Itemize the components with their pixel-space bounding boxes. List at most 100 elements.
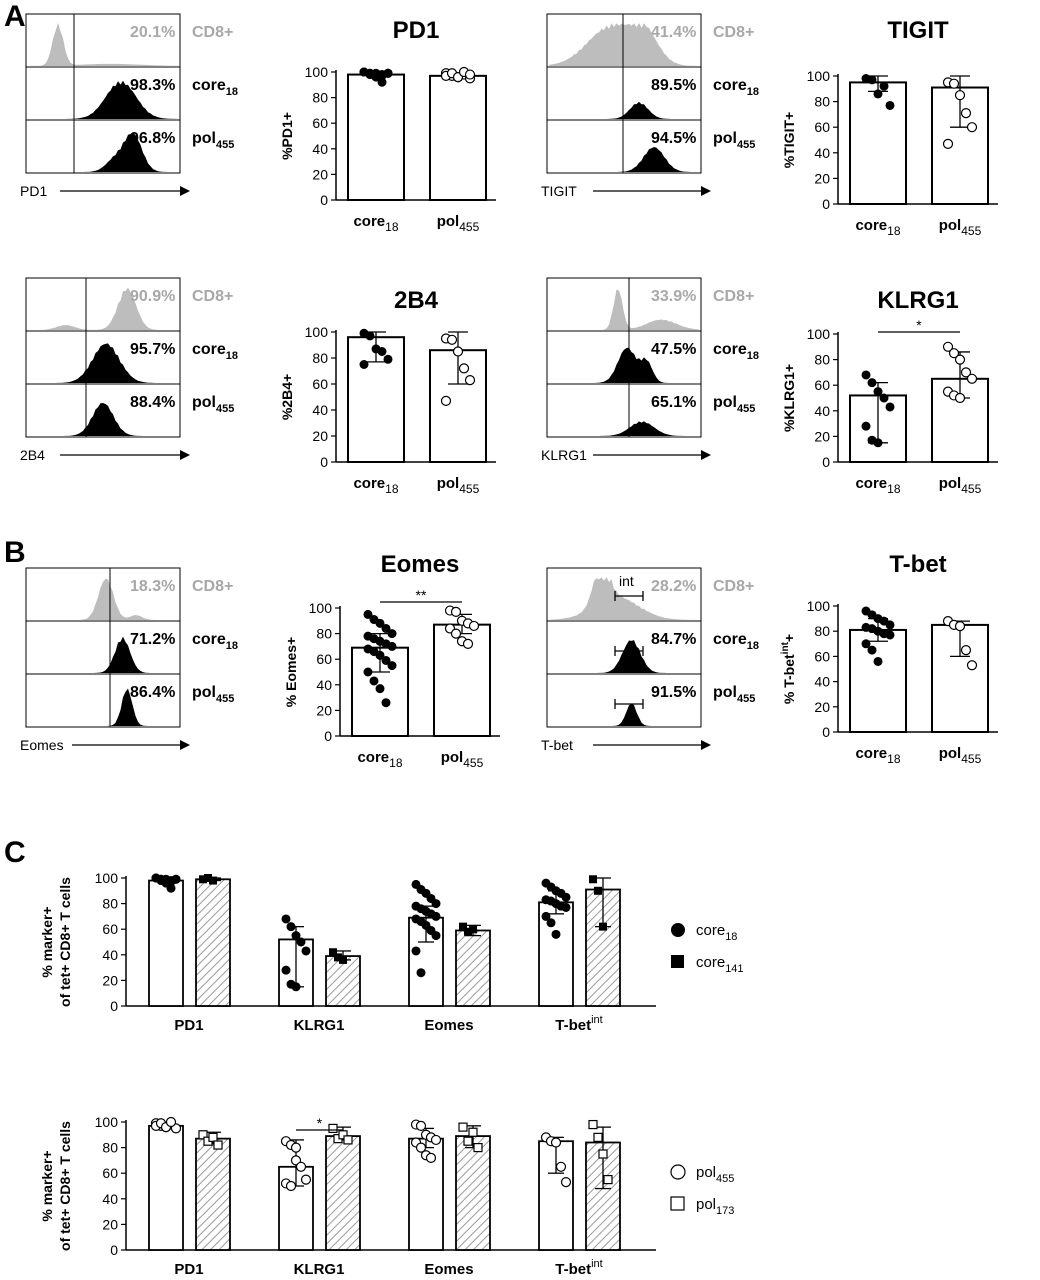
y-tick-label: 40 — [814, 145, 830, 161]
data-point — [966, 122, 978, 133]
y-tick-label: 80 — [102, 896, 118, 912]
bar-chart-pd1-bar: PD1 0 20 40 60 80 100 %PD1+ core18 pol455 — [279, 17, 496, 234]
x-group-label: Eomes — [424, 1017, 473, 1034]
y-tick-label: 0 — [822, 724, 830, 740]
data-point — [589, 875, 597, 884]
histogram-curve-core — [549, 640, 699, 673]
histogram-percent: 71.2% — [130, 631, 175, 648]
grouped-bar-chart-c-bottom: 0 20 40 60 80 100 % marker+ of tet+ CD8+ T cell… — [39, 1114, 734, 1278]
data-point — [954, 354, 966, 365]
data-point — [603, 1174, 613, 1185]
data-point — [286, 922, 296, 932]
data-point — [415, 1142, 427, 1153]
data-point — [464, 69, 476, 80]
y-tick-label: 20 — [814, 699, 830, 715]
histogram-row-label: CD8+ — [713, 578, 754, 595]
legend-label: core141 — [696, 954, 744, 975]
x-category-label-sub: 455 — [459, 482, 479, 496]
bar-chart-2b4-bar: 2B4 0 20 40 60 80 100 %2B4+ core18 pol455 — [279, 287, 496, 496]
data-point — [363, 667, 373, 677]
y-tick-label: 40 — [102, 947, 118, 963]
y-tick-label: 60 — [312, 376, 328, 392]
data-point — [296, 937, 306, 947]
histogram-row-label: CD8+ — [192, 578, 233, 595]
x-category-label-main: core — [353, 475, 385, 492]
data-point — [948, 78, 960, 89]
chart-title: T-bet — [889, 551, 946, 578]
y-tick-label: 40 — [312, 141, 328, 157]
bar-chart-klrg1-bar: KLRG1 0 20 40 60 80 100 %KLRG1+ core18 pol455 * — [781, 287, 998, 496]
data-point — [598, 1149, 608, 1159]
data-point — [599, 922, 607, 931]
data-point — [954, 621, 966, 632]
y-tick-label: 20 — [102, 972, 118, 988]
x-category-label: core18 — [855, 745, 900, 766]
histogram-percent: 84.7% — [651, 631, 696, 648]
data-point — [948, 348, 960, 359]
y-axis-label-main: %KLRG1+ — [781, 364, 797, 432]
data-point — [879, 81, 889, 91]
y-tick-label: 60 — [102, 921, 118, 937]
x-category-label: core18 — [855, 217, 900, 238]
x-group-label-main: T-bet — [555, 1261, 591, 1278]
data-point — [873, 656, 883, 666]
data-point — [867, 378, 877, 388]
x-category-label-sub: 455 — [459, 220, 479, 234]
data-point — [867, 645, 877, 655]
histogram-axis-label: T-bet — [541, 737, 573, 753]
data-point — [463, 1136, 473, 1146]
bar-eomes-core141 — [455, 929, 491, 1007]
histogram-row-label-sub: 18 — [226, 640, 238, 652]
histogram-curve-core — [28, 80, 178, 119]
histogram-axis-arrowhead — [180, 450, 190, 460]
grouped-bar-chart-c-top: 0 20 40 60 80 100 % marker+ of tet+ CD8+ T cell… — [39, 870, 744, 1034]
data-point — [446, 334, 458, 345]
histogram-row-label-sub: 455 — [216, 139, 234, 151]
data-point — [966, 660, 978, 671]
histogram-percent: 95.7% — [130, 341, 175, 358]
histogram-percent: 20.1% — [130, 24, 175, 41]
data-point — [861, 370, 871, 380]
bar-pol — [429, 74, 487, 201]
data-point — [300, 1174, 312, 1185]
chart-title: PD1 — [393, 17, 440, 44]
y-axis-label-main: %PD1+ — [279, 112, 295, 160]
histogram-row-label-sub: 18 — [747, 640, 759, 652]
data-point — [588, 1119, 598, 1130]
x-group-label: KLRG1 — [294, 1261, 345, 1278]
histogram-row-label-main: pol — [713, 684, 737, 701]
legend-label: pol455 — [696, 1164, 734, 1185]
histogram-curve-pol — [28, 132, 178, 172]
bar-chart-tigit-bar: TIGIT 0 20 40 60 80 100 %TIGIT+ core18 pol455 — [781, 17, 998, 238]
data-point — [338, 1130, 348, 1140]
legend-label-main: pol — [696, 1164, 716, 1181]
y-axis-label-main: %TIGIT+ — [781, 112, 797, 168]
histogram-axis-label: PD1 — [20, 183, 47, 199]
histogram-2b4: 90.9% CD8+ 95.7% core18 88.4% pol455 2B4 — [20, 277, 238, 463]
x-category-label-sub: 18 — [385, 220, 399, 234]
legend-label: core18 — [696, 922, 737, 943]
data-point — [383, 68, 393, 78]
y-tick-label: 80 — [312, 90, 328, 106]
histogram-percent: 41.4% — [651, 24, 696, 41]
histogram-row-label-main: core — [713, 341, 747, 358]
data-point — [541, 911, 551, 921]
x-group-label-sup: int — [591, 1014, 603, 1026]
x-category-label-sub: 18 — [887, 752, 901, 766]
x-category-label-main: core — [353, 213, 385, 230]
histogram-frame — [25, 13, 181, 174]
data-point — [550, 1137, 562, 1148]
y-tick-label: 40 — [814, 674, 830, 690]
x-category-label-sub: 18 — [887, 224, 901, 238]
x-category-label-sub: 455 — [463, 756, 483, 770]
data-point — [468, 1127, 478, 1137]
histogram-percent: 18.3% — [130, 578, 175, 595]
x-category-label-main: pol — [939, 217, 962, 234]
histogram-row-label: core18 — [192, 341, 238, 362]
y-axis-label: % Eomes+ — [283, 637, 299, 707]
legend-label-main: core — [696, 922, 725, 939]
data-point — [954, 392, 966, 404]
x-category-label-main: core — [855, 475, 887, 492]
